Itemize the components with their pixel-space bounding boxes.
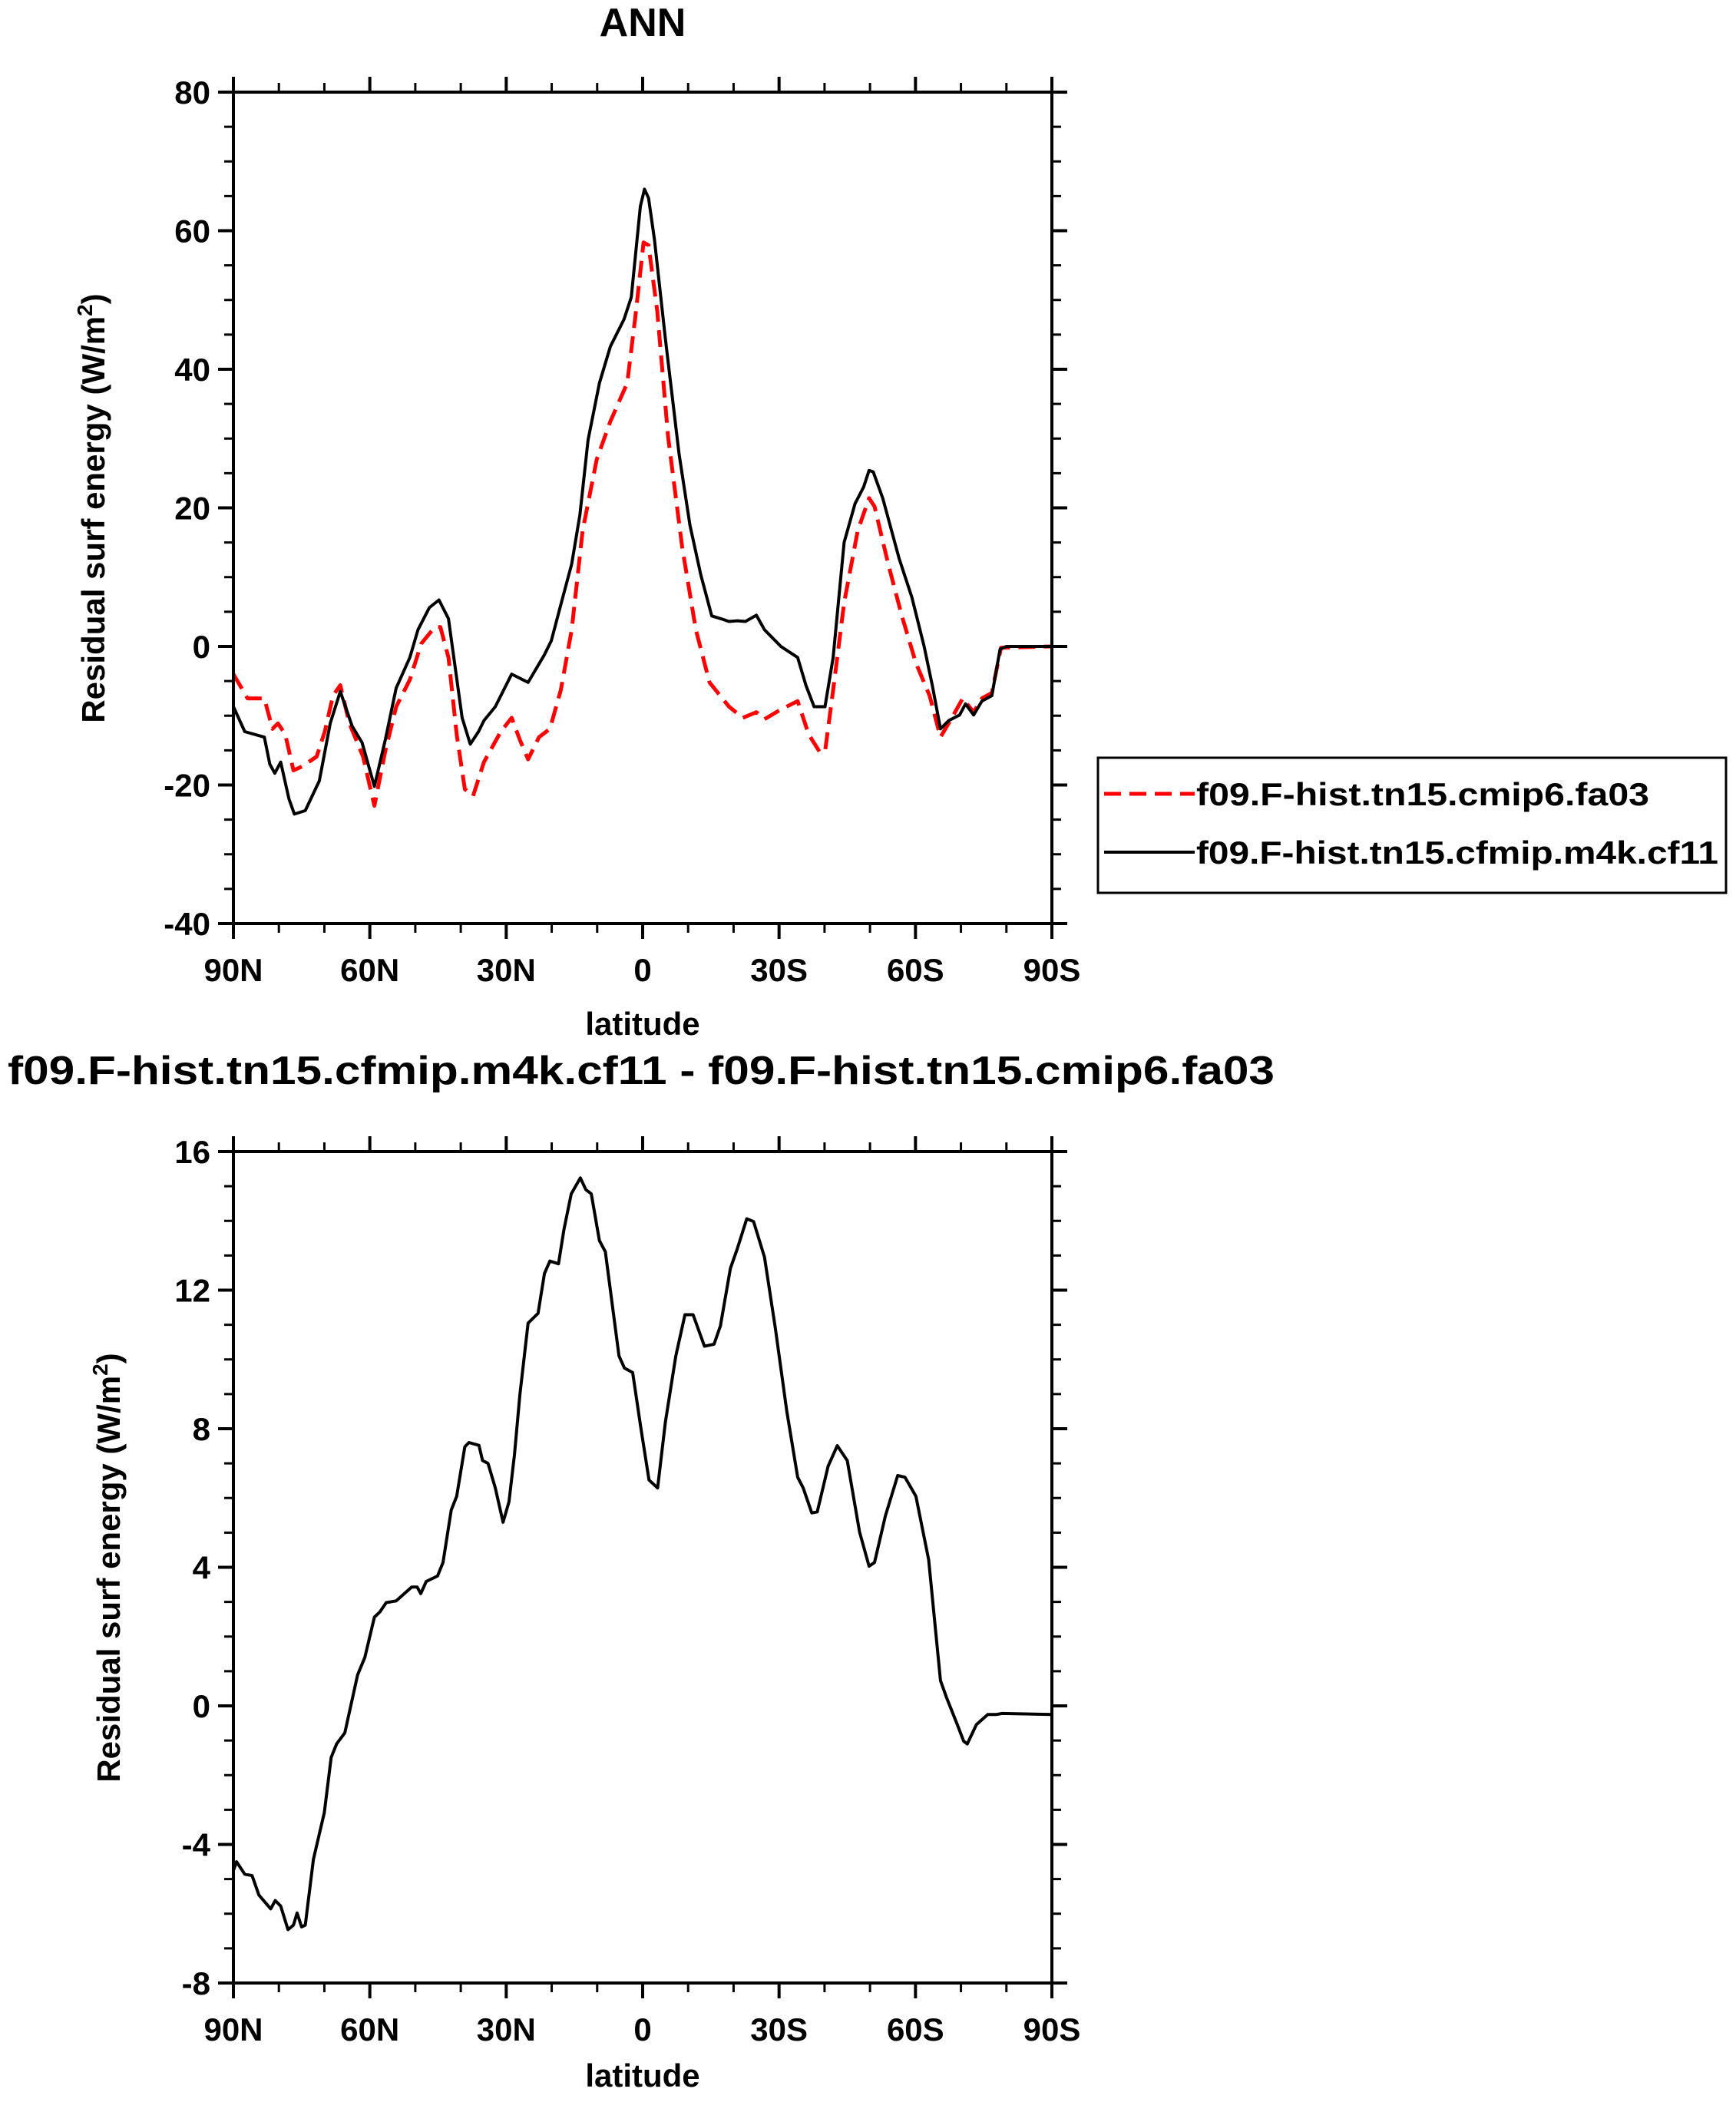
x-tick-label: 30S [750,2011,808,2047]
top-y-axis-label-close: ) [75,293,111,304]
y-tick-label: 0 [193,629,210,665]
bottom-y-axis-label-text: Residual surf energy (W/m [91,1376,127,1783]
x-tick-label: 0 [633,2011,651,2047]
bottom-y-axis-label: Residual surf energy (W/m2) [88,1353,127,1782]
y-tick-label: 40 [174,352,210,388]
y-tick-label: -40 [164,906,210,942]
x-tick-label: 30N [477,2011,536,2047]
legend-label-cmip6: f09.F-hist.tn15.cmip6.fa03 [1196,776,1649,812]
x-tick-label: 90N [203,2011,263,2047]
y-tick-label: 20 [174,491,210,527]
y-tick-label: -4 [182,1827,211,1863]
series-line-red-dashed [231,240,1053,808]
x-tick-label: 30S [750,952,808,988]
legend-box [1096,756,1728,894]
x-tick-label: 60N [340,952,399,988]
x-tick-label: 90S [1023,2011,1081,2047]
x-tick-label: 90N [203,952,263,988]
y-tick-label: 8 [193,1411,210,1447]
series-line-black-solid [232,1176,1053,1932]
bottom-plot-frame [232,1150,1053,1985]
top-y-axis-label-sup: 2 [73,304,97,316]
x-tick-label: 90S [1023,952,1081,988]
y-tick-label: -8 [182,1965,210,2001]
x-tick-label: 0 [633,952,651,988]
top-plot-frame [232,91,1053,925]
legend-label-cfmip: f09.F-hist.tn15.cfmip.m4k.cf11 [1196,835,1718,871]
y-tick-label: 16 [174,1134,210,1170]
bottom-chart-title: f09.F-hist.tn15.cfmip.m4k.cf11 - f09.F-h… [8,1049,1275,1093]
x-tick-label: 60N [340,2011,399,2047]
x-tick-label: 60S [887,2011,944,2047]
y-tick-label: -20 [164,768,210,804]
legend: f09.F-hist.tn15.cmip6.fa03 f09.F-hist.tn… [1096,756,1728,894]
top-y-axis-label-text: Residual surf energy (W/m [75,316,111,723]
top-x-axis-label: latitude [585,1006,699,1042]
top-chart-title: ANN [600,1,686,45]
bottom-x-axis-label: latitude [585,2057,699,2094]
y-tick-label: 4 [193,1550,211,1586]
bottom-panel: f09.F-hist.tn15.cfmip.m4k.cf11 - f09.F-h… [8,1049,1275,2094]
top-series-lines [231,187,1053,816]
y-tick-label: 80 [174,74,210,111]
x-tick-label: 60S [887,952,944,988]
y-tick-label: 60 [174,213,210,250]
y-tick-label: 0 [193,1688,210,1724]
series-line-black-solid [232,187,1052,816]
top-ticks: 90N 60N 30N 0 30S 60S 90S -40 -20 0 20 40 60 80 [164,74,1080,988]
bottom-ticks: 90N 60N 30N 0 30S 60S 90S -8 -4 0 4 8 12 16 [174,1134,1080,2047]
bottom-series-lines [232,1176,1053,1932]
top-panel: ANN latitude Residual surf energy (W/m2)… [73,1,1080,1042]
bottom-y-axis-label-sup: 2 [88,1363,112,1376]
x-tick-label: 30N [477,952,536,988]
top-y-axis-label: Residual surf energy (W/m2) [73,293,111,722]
y-tick-label: 12 [174,1273,210,1309]
bottom-y-axis-label-close: ) [91,1353,127,1363]
